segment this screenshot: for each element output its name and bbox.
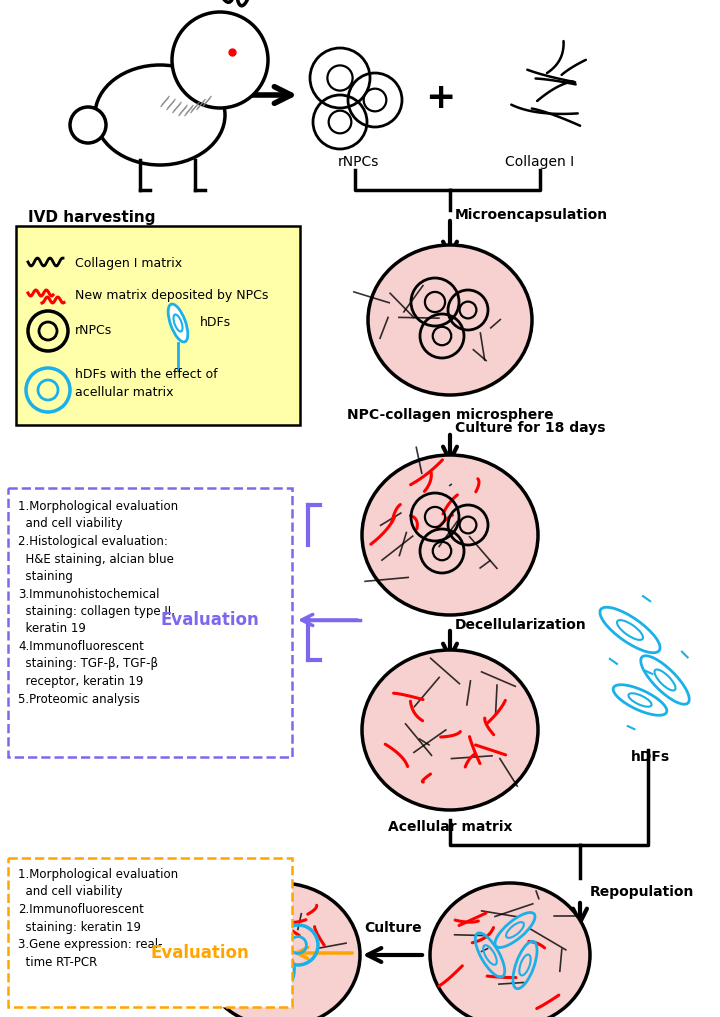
Ellipse shape [600, 607, 660, 653]
Text: Collagen I: Collagen I [505, 155, 575, 169]
Text: Culture: Culture [364, 921, 422, 935]
Ellipse shape [641, 656, 689, 704]
Text: Evaluation: Evaluation [161, 611, 259, 629]
FancyBboxPatch shape [16, 226, 300, 425]
Text: 1.Morphological evaluation
  and cell viability
2.Immunofluorescent
  staining: : 1.Morphological evaluation and cell viab… [18, 868, 178, 968]
Text: +: + [425, 81, 455, 115]
Ellipse shape [362, 455, 538, 615]
Text: Culture for 18 days: Culture for 18 days [455, 421, 606, 435]
Ellipse shape [430, 883, 590, 1017]
Text: Repopulation: Repopulation [590, 885, 694, 899]
Ellipse shape [95, 65, 225, 165]
Text: New matrix deposited by NPCs: New matrix deposited by NPCs [75, 289, 269, 301]
Ellipse shape [368, 245, 532, 395]
FancyBboxPatch shape [8, 858, 292, 1007]
Ellipse shape [613, 684, 667, 715]
Text: rNPCs: rNPCs [337, 155, 379, 169]
Ellipse shape [362, 650, 538, 810]
FancyBboxPatch shape [8, 488, 292, 757]
Text: Acellular matrix: Acellular matrix [388, 820, 512, 834]
Text: rNPCs: rNPCs [75, 324, 112, 338]
Text: IVD harvesting: IVD harvesting [28, 210, 156, 225]
Text: 1.Morphological evaluation
  and cell viability
2.Histological evaluation:
  H&E: 1.Morphological evaluation and cell viab… [18, 500, 178, 706]
Text: hDFs: hDFs [631, 750, 670, 764]
Circle shape [172, 12, 268, 108]
Text: Decellularization: Decellularization [455, 618, 587, 632]
Text: hDFs: hDFs [200, 316, 231, 330]
Ellipse shape [200, 883, 360, 1017]
Text: Microencapsulation: Microencapsulation [455, 208, 608, 222]
Ellipse shape [237, 0, 253, 6]
Ellipse shape [215, 0, 235, 2]
Text: Evaluation: Evaluation [150, 944, 249, 962]
Ellipse shape [168, 304, 188, 342]
Text: Collagen I matrix: Collagen I matrix [75, 256, 182, 270]
Text: NPC-collagen microsphere: NPC-collagen microsphere [347, 408, 553, 422]
Text: hDFs with the effect of
acellular matrix: hDFs with the effect of acellular matrix [75, 367, 217, 399]
Circle shape [70, 107, 106, 143]
